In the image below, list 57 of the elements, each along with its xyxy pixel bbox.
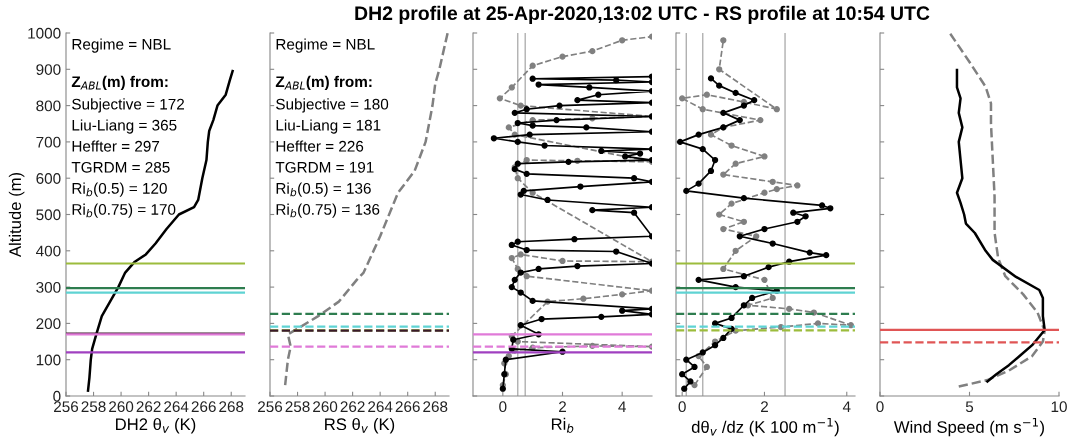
- x-tick-label: 264: [368, 401, 393, 413]
- x-tick-label: 0: [499, 401, 507, 413]
- x-axis-title: Wind Speed (m s$^{−1}$): [893, 417, 1044, 437]
- x-axis-title: RS θ$_{v}$ (K): [325, 417, 395, 434]
- x-tick-label: 0: [876, 401, 884, 413]
- annotation: Heffter = 226: [276, 140, 364, 152]
- annotation: Ri$_{b}$(0.75) = 136: [276, 203, 380, 218]
- x-tick-label: 262: [136, 401, 161, 413]
- annotation: Regime = NBL: [72, 38, 171, 53]
- y-tick-label: 200: [36, 318, 61, 330]
- x-tick-label: 258: [285, 401, 310, 413]
- x-tick-label: 260: [313, 401, 338, 413]
- x-tick-label: 258: [81, 401, 106, 413]
- x-tick-label: 264: [164, 401, 189, 413]
- x-axis-title: Ri$_{b}$: [551, 417, 574, 433]
- x-tick-label: 4: [842, 401, 851, 412]
- y-tick-label: 0: [53, 390, 61, 402]
- y-tick-label: 500: [36, 209, 61, 221]
- x-tick-label: 266: [395, 401, 420, 413]
- annotation: Subjective = 172: [72, 98, 184, 113]
- x-tick-label: 10: [1051, 401, 1067, 413]
- y-tick-label: 100: [36, 354, 61, 366]
- annotation: Z$_{ABL}$(m) from:: [275, 75, 372, 91]
- annotation: Subjective = 180: [276, 98, 389, 113]
- y-axis-title: Altitude (m): [8, 172, 25, 258]
- x-tick-label: 5: [965, 401, 974, 413]
- annotation: TGRDM = 285: [71, 161, 170, 173]
- x-tick-label: 268: [219, 401, 244, 413]
- x-axis-title: DH2 θ$_{v}$ (K): [116, 417, 196, 434]
- y-tick-label: 300: [36, 281, 61, 293]
- x-tick-label: 2: [559, 401, 566, 412]
- annotation: Ri$_{b}$(0.5) = 120: [72, 182, 167, 197]
- annotation: Z$_{ABL}$(m) from:: [71, 75, 168, 91]
- x-tick-label: 0: [678, 401, 686, 413]
- x-tick-label: 268: [423, 401, 448, 413]
- y-tick-label: 600: [36, 173, 61, 184]
- x-tick-label: 256: [258, 401, 283, 413]
- x-tick-label: 262: [340, 401, 365, 413]
- x-tick-label: 2: [760, 401, 768, 412]
- x-tick-label: 260: [109, 401, 134, 413]
- annotation: Heffter = 297: [72, 140, 160, 152]
- x-axis-title: dθ$_{v}$ /dz (K 100 m$^{−1}$): [691, 417, 839, 437]
- annotation: Liu-Liang = 365: [72, 119, 177, 134]
- x-tick-label: 266: [191, 401, 216, 413]
- annotation: Regime = NBL: [276, 38, 375, 53]
- annotation: Ri$_{b}$(0.75) = 170: [72, 203, 176, 218]
- y-tick-label: 400: [36, 245, 61, 257]
- text: DH2 profile at 25-Apr-2020,13:02 UTC - RS profile at 10:54 UTC: [355, 5, 930, 24]
- annotation: Liu-Liang = 181: [276, 119, 381, 134]
- x-tick-label: 256: [54, 401, 79, 413]
- annotation: Ri$_{b}$(0.5) = 136: [276, 182, 371, 197]
- y-tick-label: 900: [36, 64, 61, 75]
- y-tick-label: 800: [36, 100, 61, 112]
- x-tick-label: 4: [618, 401, 626, 412]
- y-tick-label: 1000: [28, 27, 61, 39]
- annotation: TGRDM = 191: [275, 161, 374, 173]
- y-tick-label: 700: [36, 136, 61, 148]
